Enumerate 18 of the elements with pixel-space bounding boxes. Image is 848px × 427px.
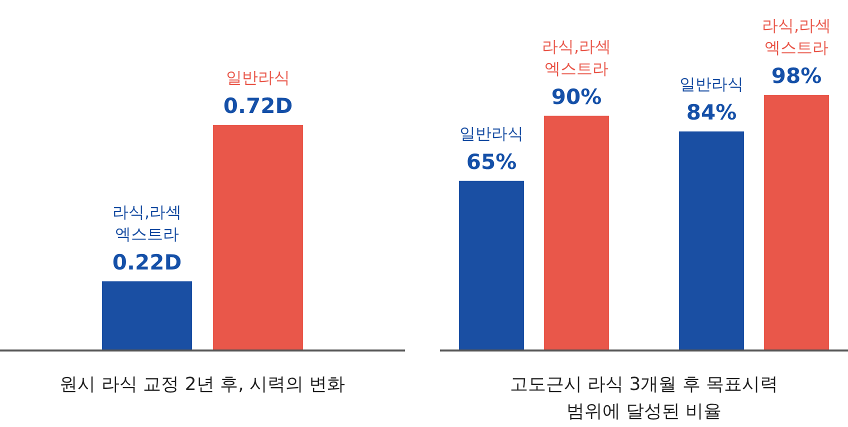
data-label: 84% — [686, 100, 737, 124]
data-label: 90% — [551, 84, 602, 109]
text: 라식,라섹 엑스트라 — [542, 36, 612, 78]
text: 일반라식 — [226, 68, 290, 87]
bar — [544, 116, 609, 350]
text: 라식,라섹 엑스트라 — [762, 16, 832, 57]
data-label: 98% — [771, 64, 822, 88]
bar — [764, 95, 829, 350]
bar — [679, 131, 744, 350]
text: 일반라식 — [680, 74, 744, 94]
text: 원시 라식 교정 2년 후, 시력의 변화 — [60, 374, 346, 395]
data-label: 0.72D — [223, 94, 293, 118]
text: 라식,라섹 엑스트라 — [112, 202, 182, 244]
bar — [459, 180, 524, 350]
text: 일반라식 — [460, 124, 524, 143]
text: 고도근시 라식 3개월 후 목표시력 범위에 달성된 비율 — [510, 374, 778, 422]
data-label: 65% — [466, 150, 517, 174]
data-label: 0.22D — [112, 250, 182, 274]
